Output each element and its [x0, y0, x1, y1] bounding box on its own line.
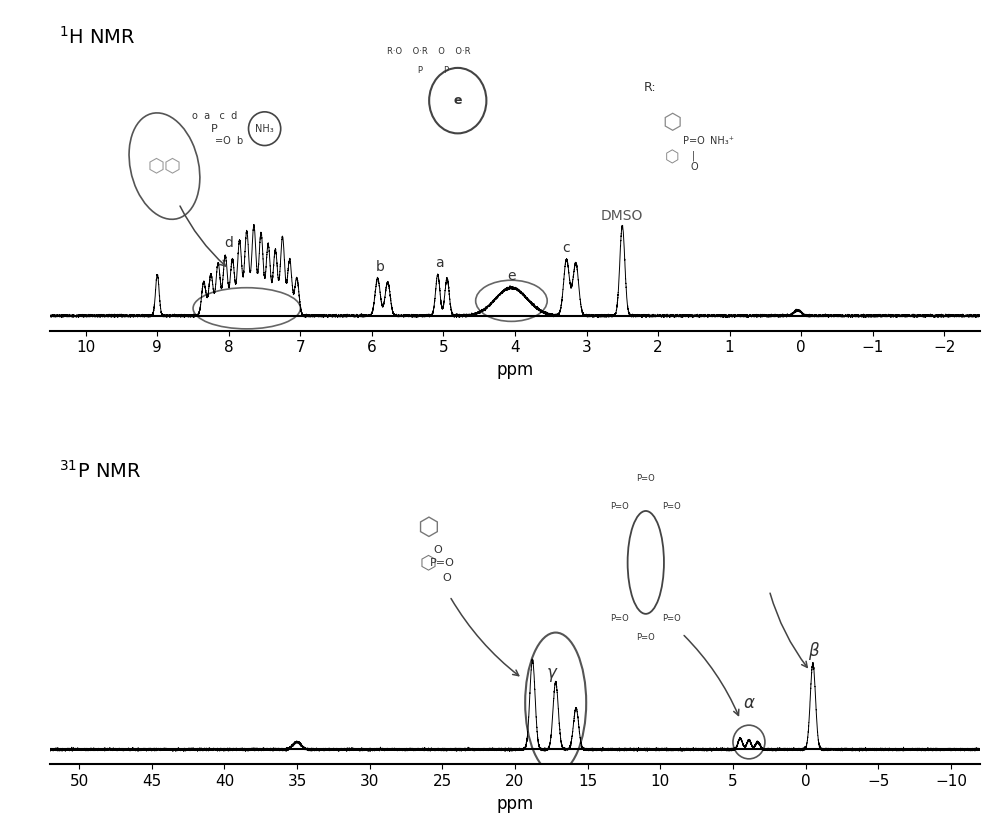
- X-axis label: ppm: ppm: [496, 361, 534, 379]
- Text: P=O: P=O: [430, 558, 455, 568]
- Text: O: O: [434, 545, 442, 555]
- Text: c: c: [563, 241, 570, 255]
- Text: $^{1}$H NMR: $^{1}$H NMR: [59, 25, 136, 48]
- Text: NH₃: NH₃: [255, 123, 274, 134]
- Text: R:: R:: [644, 81, 656, 95]
- Text: |: |: [692, 150, 695, 161]
- Text: P=O: P=O: [636, 633, 655, 642]
- Text: ⬡⬡: ⬡⬡: [147, 157, 181, 176]
- Text: $^{31}$P NMR: $^{31}$P NMR: [59, 459, 142, 482]
- Text: P=O: P=O: [663, 614, 681, 623]
- Text: DMSO: DMSO: [601, 210, 643, 224]
- Text: b: b: [376, 260, 385, 274]
- Text: O: O: [690, 162, 698, 172]
- Text: α: α: [743, 695, 754, 713]
- Text: d: d: [224, 236, 233, 250]
- Text: P        P: P P: [410, 66, 449, 75]
- Text: P=O: P=O: [610, 614, 629, 623]
- X-axis label: ppm: ppm: [496, 795, 534, 813]
- Text: NH₃⁺: NH₃⁺: [710, 136, 734, 145]
- Text: P: P: [211, 124, 218, 135]
- Text: P=O: P=O: [683, 136, 705, 145]
- Text: P=O: P=O: [610, 501, 629, 510]
- Text: ⬡: ⬡: [663, 113, 682, 132]
- Text: ⬡: ⬡: [419, 553, 436, 572]
- Text: P=O: P=O: [663, 501, 681, 510]
- Text: e: e: [454, 95, 462, 107]
- Text: R·O    O·R    O    O·R: R·O O·R O O·R: [387, 47, 471, 56]
- Text: =O  b: =O b: [215, 136, 243, 145]
- Text: e: e: [507, 270, 516, 284]
- Text: β: β: [808, 642, 818, 660]
- Text: O: O: [442, 573, 451, 583]
- Text: o  a   c  d: o a c d: [192, 111, 237, 122]
- Text: ⬡: ⬡: [665, 148, 680, 166]
- Text: P=O: P=O: [636, 473, 655, 483]
- Text: γ: γ: [546, 664, 556, 682]
- Text: ⬡: ⬡: [417, 515, 439, 539]
- Text: a: a: [436, 256, 444, 270]
